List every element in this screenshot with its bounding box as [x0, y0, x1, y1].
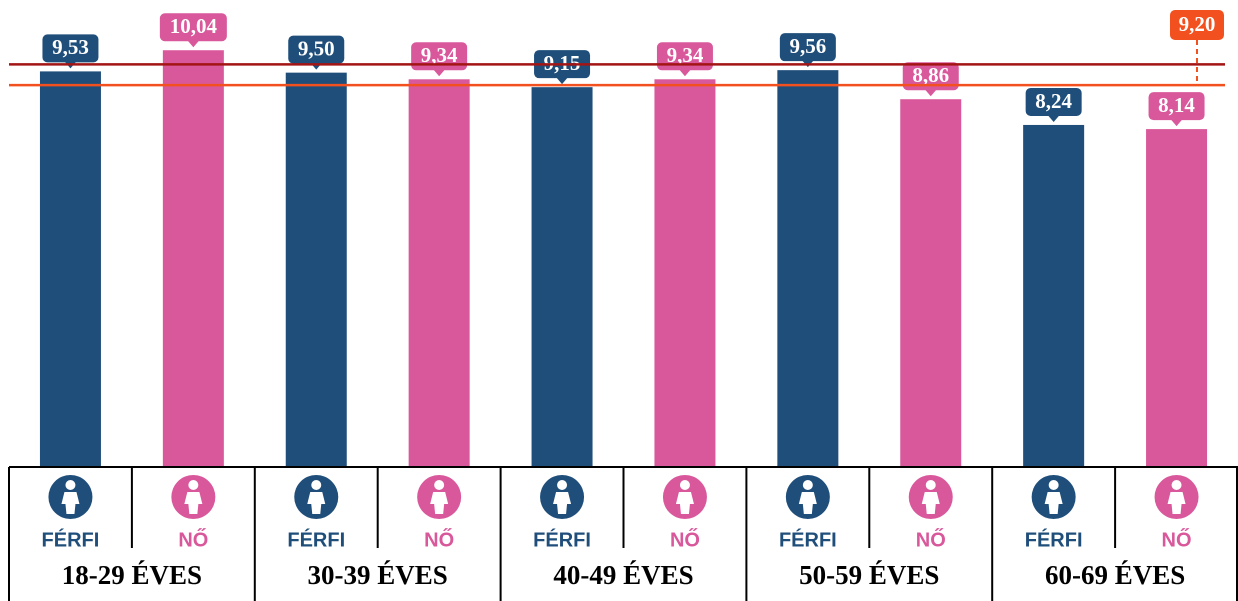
category-label: NŐ [670, 528, 700, 551]
value-label: 9,15 [544, 51, 581, 75]
group-label: 30-39 ÉVES [308, 560, 448, 590]
value-label: 8,86 [912, 63, 949, 87]
value-label: 8,24 [1035, 89, 1072, 113]
value-label-pointer [433, 69, 446, 77]
value-label-box [1025, 87, 1082, 116]
value-label-box [288, 35, 345, 64]
value-label: 10,04 [170, 14, 218, 38]
person-icon [540, 475, 585, 519]
bar [1023, 124, 1085, 467]
group-label: 40-49 ÉVES [553, 560, 693, 590]
group-label: 60-69 ÉVES [1045, 560, 1185, 590]
category-label: NŐ [916, 528, 946, 551]
person-icon [1031, 475, 1076, 519]
value-label: 8,14 [1158, 93, 1195, 117]
value-label-pointer [187, 40, 200, 48]
value-label-pointer [924, 89, 937, 97]
value-label: 9,50 [298, 36, 335, 60]
reference-label-box [1170, 10, 1224, 40]
bar [1146, 129, 1208, 467]
bar [777, 70, 839, 467]
bar [39, 71, 101, 467]
icon-head [434, 480, 445, 490]
icon-head [802, 480, 813, 490]
group-label: 18-29 ÉVES [62, 560, 202, 590]
value-label: 9,53 [52, 35, 89, 59]
icon-head [188, 480, 199, 490]
value-label: 9,56 [789, 34, 826, 58]
value-label-box [1148, 92, 1205, 121]
value-label-pointer [1047, 114, 1060, 122]
person-icon [1154, 475, 1199, 519]
icon-head [679, 480, 690, 490]
icon-body [675, 492, 694, 514]
category-label: FÉRFI [287, 528, 345, 551]
value-label-box [42, 34, 99, 63]
icon-head [1048, 480, 1059, 490]
icon-body [307, 492, 326, 514]
bar [900, 99, 962, 468]
value-label-pointer [556, 77, 569, 85]
person-icon [785, 475, 830, 519]
value-label-pointer [1170, 119, 1183, 127]
category-label: FÉRFI [42, 528, 100, 551]
person-icon [662, 475, 707, 519]
icon-head [557, 480, 568, 490]
icon-body [430, 492, 449, 514]
bar [531, 87, 593, 467]
icon-body [1044, 492, 1063, 514]
category-label: NŐ [1162, 528, 1192, 551]
icon-head [65, 480, 76, 490]
person-icon [417, 475, 462, 519]
value-label-box [902, 62, 959, 91]
icon-body [553, 492, 572, 514]
icon-body [798, 492, 817, 514]
category-label: NŐ [424, 528, 454, 551]
icon-body [184, 492, 203, 514]
bar [285, 72, 347, 468]
icon-body [61, 492, 80, 514]
icon-body [1167, 492, 1186, 514]
icon-head [311, 480, 322, 490]
reference-label: 9,20 [1179, 12, 1216, 36]
icon-head [925, 480, 936, 490]
group-label: 50-59 ÉVES [799, 560, 939, 590]
value-label-pointer [678, 69, 691, 77]
person-icon [171, 475, 216, 519]
bar [162, 50, 224, 467]
icon-head [1171, 480, 1182, 490]
person-icon [48, 475, 93, 519]
value-label-box [779, 33, 836, 62]
bar [654, 79, 716, 467]
category-label: NŐ [178, 528, 208, 551]
category-label: FÉRFI [779, 528, 837, 551]
bar [408, 79, 470, 467]
person-icon [908, 475, 953, 519]
category-label: FÉRFI [533, 528, 591, 551]
person-icon [294, 475, 339, 519]
icon-body [921, 492, 940, 514]
value-label-box [159, 13, 227, 42]
category-label: FÉRFI [1025, 528, 1083, 551]
